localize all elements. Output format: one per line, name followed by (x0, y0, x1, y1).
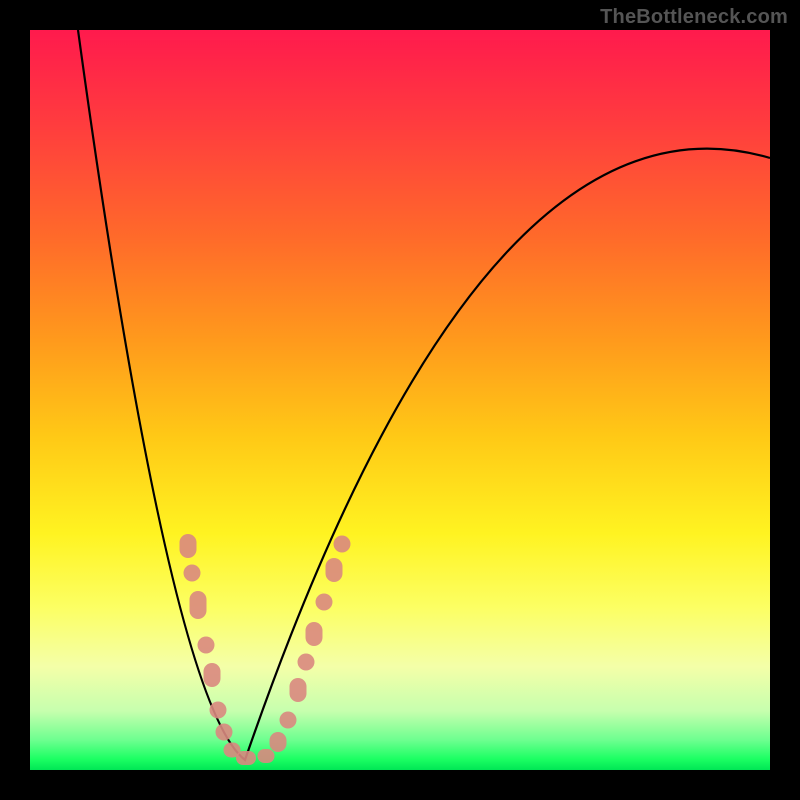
data-marker (216, 724, 233, 741)
data-marker (316, 594, 333, 611)
data-marker (298, 654, 315, 671)
data-marker (334, 536, 351, 553)
data-marker (180, 534, 197, 558)
data-marker (258, 749, 275, 763)
data-marker (290, 678, 307, 702)
data-marker (326, 558, 343, 582)
chart-frame: TheBottleneck.com (0, 0, 800, 800)
data-marker (184, 565, 201, 582)
data-marker (198, 637, 215, 654)
plot-area (30, 30, 770, 770)
watermark-text: TheBottleneck.com (600, 6, 788, 29)
plot-svg (30, 30, 770, 770)
data-marker (270, 732, 287, 752)
data-marker (190, 591, 207, 619)
data-marker (306, 622, 323, 646)
data-marker (210, 702, 227, 719)
data-marker (280, 712, 297, 729)
data-marker (236, 751, 256, 765)
data-marker (204, 663, 221, 687)
